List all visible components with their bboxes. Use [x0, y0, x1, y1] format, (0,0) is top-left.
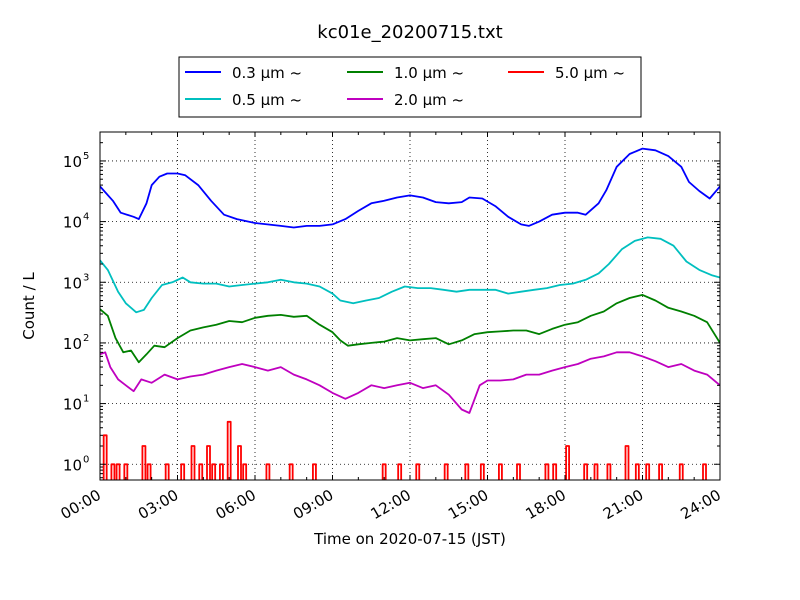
y-tick-label: 10: [63, 456, 82, 474]
y-tick-exponent: 4: [83, 212, 89, 223]
y-tick-label: 10: [63, 153, 82, 171]
x-tick-label: 06:00: [213, 486, 259, 523]
legend-label: 5.0 μm ~: [555, 64, 625, 82]
legend-box: [178, 56, 642, 118]
x-tick-label: 24:00: [678, 486, 724, 523]
legend-label: 1.0 μm ~: [394, 64, 464, 82]
series-line-1-0: [100, 294, 720, 364]
x-axis-label: Time on 2020-07-15 (JST): [313, 530, 506, 548]
x-tick-label: 15:00: [445, 486, 491, 523]
legend-label: 2.0 μm ~: [394, 91, 464, 109]
legend: 0.3 μm ~ 0.5 μm ~ 1.0 μm ~ 2.0 μm ~ 5.0 μm ~: [178, 56, 642, 118]
x-tick-label: 12:00: [368, 486, 414, 523]
y-tick-exponent: 5: [83, 151, 89, 162]
y-axis-label: Count / L: [20, 272, 38, 340]
x-tick-label: 03:00: [135, 486, 181, 523]
y-tick-exponent: 3: [83, 272, 89, 283]
x-tick-label: 21:00: [600, 486, 646, 523]
grid-lines: [100, 132, 720, 480]
y-tick-label: 10: [63, 214, 82, 232]
y-tick-label: 10: [63, 335, 82, 353]
x-tick-label: 18:00: [523, 486, 569, 523]
tick-marks: [99, 131, 721, 480]
x-tick-label: 09:00: [290, 486, 336, 523]
y-tick-exponent: 0: [83, 454, 89, 465]
y-tick-label: 10: [63, 274, 82, 292]
series-layer: [100, 147, 720, 480]
y-tick-exponent: 1: [83, 394, 89, 405]
chart-title: kc01e_20200715.txt: [317, 22, 502, 43]
x-tick-labels: 00:00 03:00 06:00 09:00 12:00 15:00 18:00 21:00…: [58, 486, 724, 523]
x-tick-label: 00:00: [58, 486, 104, 523]
series-line-0-3: [100, 147, 720, 229]
series-line-0-5: [100, 236, 720, 314]
y-tick-label: 10: [63, 396, 82, 414]
legend-label: 0.5 μm ~: [232, 91, 302, 109]
y-tick-exponent: 2: [83, 333, 89, 344]
series-line-5-0: [102, 420, 707, 480]
legend-label: 0.3 μm ~: [232, 64, 302, 82]
series-line-2-0: [100, 351, 720, 414]
